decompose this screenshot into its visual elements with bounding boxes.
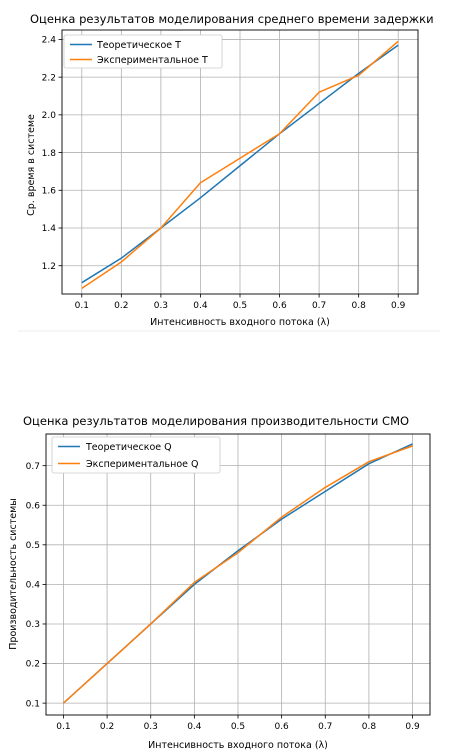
grid-lines (62, 30, 418, 294)
x-tick-label: 0.7 (318, 722, 332, 732)
y-axis-label: Ср. время в системе (26, 114, 37, 216)
x-tick-label: 0.2 (100, 722, 114, 732)
x-tick-label: 0.6 (272, 301, 287, 311)
y-tick-label: 1.6 (42, 186, 57, 196)
y-tick-label: 1.8 (42, 149, 57, 159)
series-line-experimental (81, 40, 399, 289)
legend-label-experimental: Экспериментальное Q (86, 459, 198, 470)
y-tick-label: 2.0 (42, 111, 57, 121)
x-tick-label: 0.4 (193, 301, 208, 311)
chart-average-delay: Оценка результатов моделирования среднег… (26, 12, 434, 328)
legend-label-theoretical: Теоретическое Q (85, 442, 172, 453)
y-tick-label: 0.6 (26, 501, 41, 511)
y-tick-label: 2.4 (42, 36, 57, 46)
legend: Теоретическое Q Экспериментальное Q (51, 436, 221, 474)
y-tick-label: 1.2 (42, 262, 56, 272)
x-tick-label: 0.8 (362, 722, 377, 732)
series-line-theoretical (81, 44, 399, 284)
legend-label-experimental: Экспериментальное T (97, 55, 208, 66)
x-tick-label: 0.5 (231, 722, 245, 732)
y-tick-label: 0.7 (26, 462, 40, 472)
x-tick-label: 0.6 (274, 722, 289, 732)
legend-frame (51, 436, 221, 474)
x-tick-label: 0.9 (391, 301, 406, 311)
x-tick-label: 0.1 (56, 722, 70, 732)
grid-lines (46, 434, 430, 715)
y-tick-label: 0.2 (26, 660, 40, 670)
legend: Теоретическое T Экспериментальное T (63, 34, 223, 69)
x-axis-label: Интенсивность входного потока (λ) (150, 317, 330, 328)
x-tick-label: 0.7 (312, 301, 326, 311)
x-tick-label: 0.9 (405, 722, 420, 732)
y-tick-label: 0.1 (26, 699, 40, 709)
series-lines (81, 40, 399, 289)
x-tick-label: 0.3 (154, 301, 168, 311)
chart-title: Оценка результатов моделирования произво… (23, 414, 409, 428)
chart-throughput: Оценка результатов моделирования произво… (8, 414, 431, 751)
axis-ticks: 0.1 0.2 0.3 0.4 0.5 0.6 0.7 0.8 0.9 0.1 0.2 0.3 0.4 0… (26, 462, 420, 732)
y-tick-label: 0.3 (26, 620, 40, 630)
axis-ticks: 0.1 0.2 0.3 0.4 0.5 0.6 0.7 0.8 0.9 1.2 1.4 1.6 1.8 2… (42, 36, 406, 311)
y-tick-label: 1.4 (42, 224, 57, 234)
series-lines (62, 443, 413, 704)
x-tick-label: 0.5 (233, 301, 247, 311)
x-tick-label: 0.4 (187, 722, 202, 732)
x-axis-label: Интенсивность входного потока (λ) (148, 740, 328, 751)
x-tick-label: 0.8 (352, 301, 367, 311)
y-axis-label: Производительность системы (8, 498, 19, 649)
x-tick-label: 0.2 (114, 301, 128, 311)
legend-frame (63, 34, 223, 69)
legend-label-theoretical: Теоретическое T (96, 40, 181, 51)
y-tick-label: 0.5 (26, 541, 40, 551)
y-tick-label: 0.4 (26, 581, 41, 591)
y-tick-label: 2.2 (42, 73, 56, 83)
series-line-experimental (62, 445, 413, 704)
x-tick-label: 0.1 (75, 301, 89, 311)
chart-title: Оценка результатов моделирования среднег… (30, 12, 434, 26)
x-tick-label: 0.3 (144, 722, 158, 732)
